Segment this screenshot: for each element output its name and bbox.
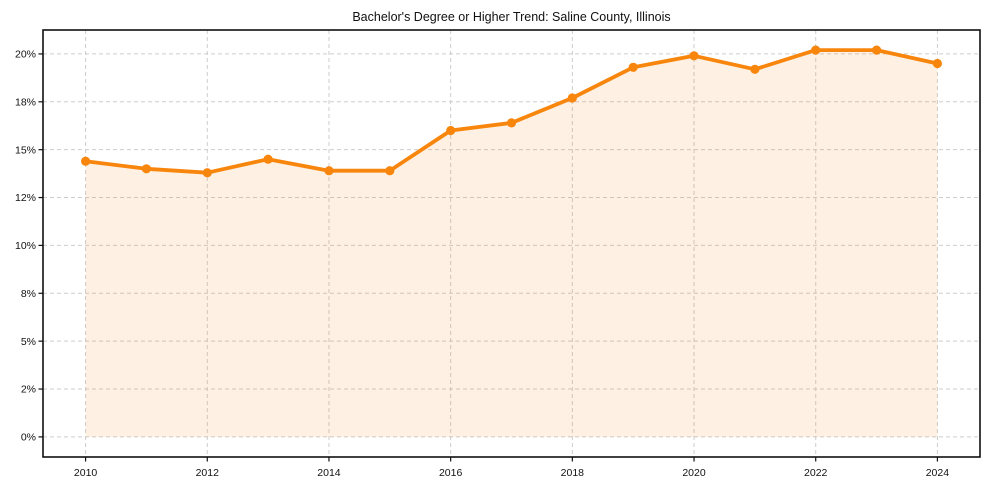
y-axis-tick-label: 0% — [21, 432, 36, 444]
y-axis-tick-label: 15% — [15, 144, 36, 156]
x-axis-tick-label: 2012 — [196, 467, 220, 479]
x-axis-tick-label: 2016 — [439, 467, 463, 479]
data-point-2019 — [628, 62, 638, 72]
data-point-2023 — [872, 45, 882, 55]
x-axis-tick-label: 2018 — [561, 467, 585, 479]
data-point-2016 — [446, 125, 456, 136]
data-point-2013 — [263, 154, 273, 164]
axes-frame — [42, 29, 981, 458]
data-point-2017 — [506, 118, 517, 128]
markers-group — [81, 45, 943, 178]
x-axis-tick-label: 2022 — [804, 467, 828, 479]
y-axis-tick-label: 10% — [15, 240, 36, 252]
x-tick-labels: 2010 2012 2014 2016 2018 2020 2022 2024 — [74, 467, 949, 479]
data-point-2021 — [750, 64, 760, 74]
data-point-2012 — [202, 168, 212, 178]
area-fill-group — [85, 50, 938, 437]
data-point-2022 — [811, 45, 821, 55]
y-axis-tick-label: 2% — [21, 384, 36, 396]
y-axis-tick-label: 5% — [21, 336, 36, 348]
x-axis-tick-label: 2024 — [926, 467, 950, 479]
y-tick-labels: 0% 2% 5% 8% 10% 12% 15% 18% 20% — [15, 49, 36, 444]
data-point-2010 — [81, 156, 91, 166]
chart-title: Bachelor's Degree or Higher Trend: Salin… — [352, 10, 670, 24]
y-axis-tick-label: 20% — [15, 49, 36, 61]
plot-border — [42, 29, 981, 458]
axis-ticks — [38, 53, 939, 462]
x-axis-tick-label: 2010 — [74, 467, 98, 479]
area-fill — [85, 50, 938, 437]
y-axis-tick-label: 8% — [21, 288, 36, 300]
data-point-2014 — [324, 166, 334, 176]
y-axis-tick-label: 12% — [15, 192, 36, 204]
x-axis-tick-label: 2014 — [317, 467, 341, 479]
data-point-2015 — [385, 166, 395, 176]
data-point-2024 — [932, 58, 943, 69]
y-axis-tick-label: 18% — [15, 97, 36, 109]
x-axis-tick-label: 2020 — [682, 467, 706, 479]
data-point-2018 — [567, 93, 577, 103]
gridlines — [43, 30, 980, 457]
data-point-2020 — [689, 51, 699, 61]
data-point-2011 — [141, 164, 151, 174]
